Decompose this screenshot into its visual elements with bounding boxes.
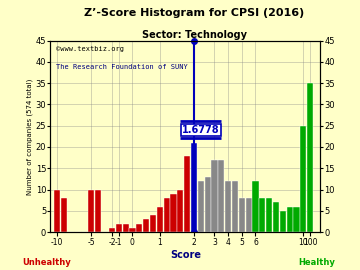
Text: Z’-Score Histogram for CPSI (2016): Z’-Score Histogram for CPSI (2016) xyxy=(84,8,305,18)
Text: Sector: Technology: Sector: Technology xyxy=(142,30,247,40)
Bar xyxy=(266,198,272,232)
Text: ©www.textbiz.org: ©www.textbiz.org xyxy=(56,46,124,52)
Bar xyxy=(280,211,286,232)
Bar xyxy=(191,143,197,232)
Bar xyxy=(157,207,163,232)
Bar xyxy=(95,190,101,232)
Text: 1.6778: 1.6778 xyxy=(182,125,220,135)
Text: Unhealthy: Unhealthy xyxy=(22,258,71,266)
Text: Healthy: Healthy xyxy=(298,258,335,266)
Bar xyxy=(143,220,149,232)
Bar xyxy=(225,181,231,232)
Bar xyxy=(273,202,279,232)
X-axis label: Score: Score xyxy=(170,249,201,259)
Bar xyxy=(184,156,190,232)
Bar xyxy=(116,224,122,232)
Bar xyxy=(259,198,265,232)
Bar xyxy=(198,181,204,232)
Bar xyxy=(122,224,129,232)
Bar xyxy=(109,228,115,232)
Bar xyxy=(177,190,183,232)
Y-axis label: Number of companies (574 total): Number of companies (574 total) xyxy=(26,78,33,195)
Bar xyxy=(287,207,293,232)
Bar xyxy=(211,160,217,232)
Bar xyxy=(204,177,211,232)
Bar xyxy=(232,181,238,232)
Bar xyxy=(136,224,142,232)
Bar xyxy=(293,207,300,232)
Bar xyxy=(307,83,313,232)
Bar xyxy=(218,160,224,232)
Bar xyxy=(54,190,60,232)
Bar xyxy=(88,190,94,232)
Bar xyxy=(239,198,245,232)
Bar xyxy=(163,198,170,232)
Bar xyxy=(252,181,258,232)
Bar xyxy=(246,198,252,232)
Bar xyxy=(61,198,67,232)
Bar xyxy=(300,126,306,232)
Text: The Research Foundation of SUNY: The Research Foundation of SUNY xyxy=(56,63,188,69)
Bar xyxy=(150,215,156,232)
Bar xyxy=(129,228,135,232)
Bar xyxy=(170,194,176,232)
